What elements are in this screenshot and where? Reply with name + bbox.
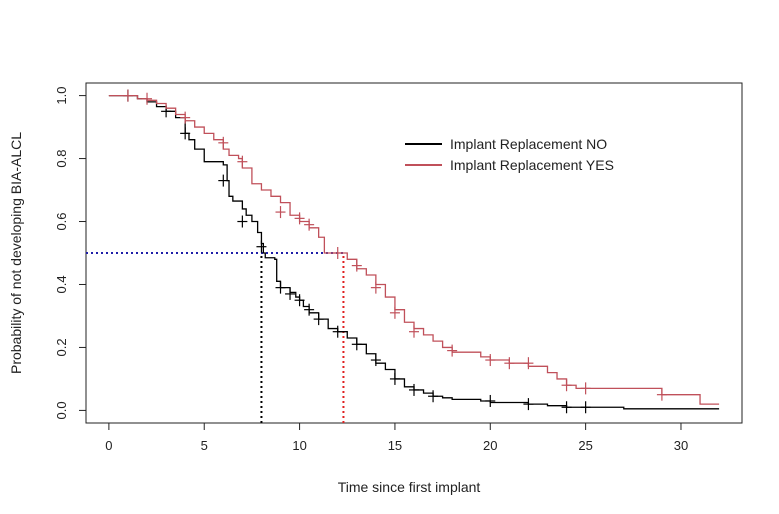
legend-label-no: Implant Replacement NO (450, 136, 607, 152)
x-tick-label: 20 (483, 438, 497, 453)
censor-mark (285, 287, 296, 300)
censor-mark (504, 357, 515, 370)
censor-mark (275, 281, 286, 294)
x-tick-label: 10 (292, 438, 306, 453)
censor-mark (580, 382, 591, 395)
censor-mark (409, 383, 419, 396)
censor-mark (218, 136, 229, 149)
x-axis-title: Time since first implant (338, 479, 481, 495)
legend: Implant Replacement NO Implant Replaceme… (405, 136, 614, 173)
censor-mark (237, 215, 248, 228)
censor-mark (351, 338, 362, 351)
censor-mark (409, 325, 419, 338)
censor-mark (523, 357, 534, 370)
censor-mark (428, 390, 439, 403)
censor-mark (561, 401, 572, 414)
censor-mark (304, 218, 315, 231)
y-tick-label: 0.8 (54, 150, 69, 168)
x-tick-label: 15 (388, 438, 402, 453)
censor-mark (332, 247, 343, 259)
censor-mark (389, 372, 400, 385)
censor-mark (237, 155, 248, 168)
censor-mark (122, 89, 133, 102)
reference-lines (86, 252, 345, 423)
y-tick-label: 0.6 (54, 212, 69, 230)
censor-mark (485, 394, 496, 407)
censor-mark (351, 259, 362, 272)
censor-mark (180, 127, 191, 140)
censor-mark (389, 306, 400, 319)
censor-mark (218, 174, 229, 187)
y-tick-label: 0.2 (54, 338, 69, 356)
y-axis-title: Probability of not developing BIA-ALCL (8, 132, 24, 374)
survival-curve-1 (108, 94, 720, 405)
censor-mark (294, 294, 305, 307)
x-tick-label: 25 (578, 438, 592, 453)
series-layer (108, 89, 720, 414)
censor-mark (332, 325, 343, 338)
censor-mark (580, 401, 591, 414)
x-tick-label: 0 (105, 438, 112, 453)
censor-mark (256, 240, 267, 253)
y-axis: 0.0 0.2 0.4 0.6 0.8 1.0 (54, 87, 87, 419)
y-tick-label: 0.0 (54, 401, 69, 419)
censor-mark (447, 344, 458, 357)
x-axis: 0 5 10 15 20 25 30 (105, 422, 688, 453)
survival-curve-0 (108, 94, 720, 410)
censor-mark (294, 212, 305, 225)
y-tick-label: 1.0 (54, 87, 69, 105)
censor-mark (656, 388, 667, 401)
censor-mark (275, 206, 286, 219)
censor-mark (142, 92, 153, 105)
y-tick-label: 0.4 (54, 275, 69, 293)
censor-mark (561, 379, 572, 392)
censor-mark (304, 303, 315, 316)
legend-label-yes: Implant Replacement YES (450, 157, 614, 173)
censor-mark (523, 398, 534, 411)
censor-mark (313, 313, 324, 326)
x-tick-label: 30 (674, 438, 688, 453)
censor-mark (485, 354, 496, 367)
censor-mark (370, 354, 381, 367)
x-tick-label: 5 (201, 438, 208, 453)
plot-frame (85, 82, 743, 424)
censor-mark (180, 111, 191, 124)
censor-mark (370, 281, 381, 294)
